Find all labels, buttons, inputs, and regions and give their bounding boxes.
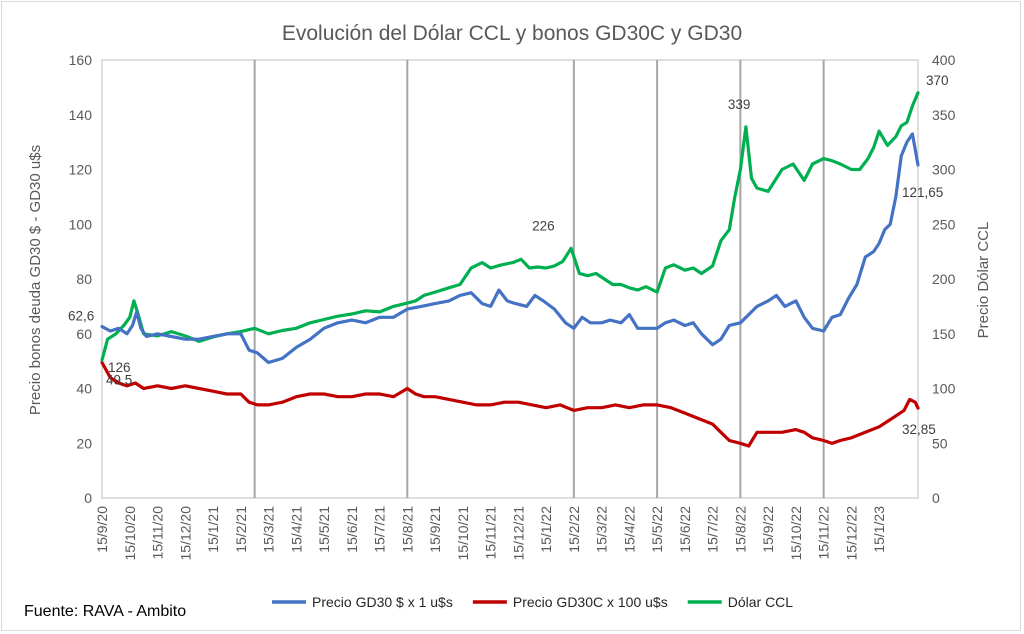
series-line-2	[100, 91, 920, 362]
right-tick-label: 350	[932, 107, 956, 123]
left-tick-label: 100	[69, 216, 93, 232]
x-tick-label: 15/10/21	[455, 506, 471, 561]
series-layer	[100, 91, 920, 448]
x-tick-label: 15/6/22	[677, 506, 693, 553]
x-tick-label: 15/12/20	[177, 506, 193, 561]
left-axis-title: Precio bonos deuda GD30 $ - GD30 u$s	[27, 145, 44, 415]
legend-label-2: Dólar CCL	[728, 594, 794, 610]
annotation-label: 32,85	[902, 422, 936, 437]
x-tick-label: 15/10/22	[788, 506, 804, 561]
x-tick-label: 15/2/22	[566, 506, 582, 553]
x-tick-label: 15/12/21	[510, 506, 526, 561]
x-tick-label: 15/4/21	[288, 506, 304, 553]
x-tick-label: 15/1/23	[871, 506, 887, 553]
right-tick-label: 400	[932, 52, 956, 68]
right-tick-label: 100	[932, 381, 956, 397]
x-tick-label: 15/1/22	[538, 506, 554, 553]
x-tick-label: 15/3/21	[261, 506, 277, 553]
annotation-label: 126	[108, 360, 131, 375]
right-axis-title: Precio Dólar CCL	[975, 222, 992, 339]
x-tick-label: 15/1/21	[205, 506, 221, 553]
left-tick-label: 160	[69, 52, 93, 68]
right-tick-label: 300	[932, 162, 956, 178]
left-tick-label: 0	[84, 490, 92, 506]
legend-label-0: Precio GD30 $ x 1 u$s	[312, 594, 453, 610]
left-tick-label: 80	[76, 271, 92, 287]
x-tick-label: 15/9/21	[427, 506, 443, 553]
x-tick-label: 15/2/21	[233, 506, 249, 553]
annotation-label: 121,65	[902, 185, 943, 200]
x-tick-label: 15/5/21	[316, 506, 332, 553]
x-tick-label: 15/9/20	[94, 506, 110, 553]
x-tick-label: 15/11/20	[150, 506, 166, 560]
right-tick-label: 200	[932, 271, 956, 287]
x-tick-label: 15/4/22	[621, 506, 637, 553]
right-tick-label: 150	[932, 326, 956, 342]
x-tick-label: 15/11/21	[483, 506, 499, 560]
x-tick-label: 15/8/22	[732, 506, 748, 553]
x-tick-label: 15/7/22	[705, 506, 721, 553]
x-tick-label: 15/12/22	[843, 506, 859, 561]
vertical-markers	[253, 60, 825, 498]
annotation-label: 49,5	[106, 372, 132, 387]
left-tick-label: 60	[76, 326, 92, 342]
plot-area	[101, 59, 919, 499]
x-tick-label: 15/7/21	[372, 506, 388, 553]
right-tick-label: 0	[932, 490, 940, 506]
plot-border	[101, 59, 919, 499]
annotation-label: 62,6	[68, 309, 94, 324]
annotation-label: 370	[926, 73, 949, 88]
x-tick-label: 15/3/22	[594, 506, 610, 553]
right-axis-ticks: 0 50 100 150 200 250 300 350 400	[932, 52, 956, 506]
source-note: Fuente: RAVA - Ambito	[24, 603, 186, 620]
left-tick-label: 40	[76, 381, 92, 397]
chart-title: Evolución del Dólar CCL y bonos GD30C y …	[282, 22, 742, 45]
annotation-label: 226	[532, 219, 555, 234]
right-tick-label: 50	[932, 435, 948, 451]
x-tick-label: 15/8/21	[399, 506, 415, 553]
left-axis-ticks: 0 20 40 60 80 100 120 140 160	[69, 52, 93, 506]
legend: Precio GD30 $ x 1 u$s Precio GD30C x 100 …	[272, 594, 793, 610]
left-tick-label: 120	[69, 162, 93, 178]
x-tick-label: 15/5/22	[649, 506, 665, 553]
x-axis-ticks: 15/9/20 15/10/20 15/11/20 15/12/20 15/1/21 15…	[94, 506, 887, 561]
right-tick-label: 250	[932, 216, 956, 232]
left-tick-label: 20	[76, 435, 92, 451]
x-tick-label: 15/10/20	[122, 506, 138, 561]
series-line-0	[100, 132, 920, 365]
left-tick-label: 140	[69, 107, 93, 123]
annotation-label: 339	[728, 97, 751, 112]
x-tick-label: 15/6/21	[344, 506, 360, 553]
x-tick-label: 15/9/22	[760, 506, 776, 553]
x-tick-label: 15/11/22	[816, 506, 832, 560]
legend-label-1: Precio GD30C x 100 u$s	[513, 594, 668, 610]
series-line-1	[100, 360, 920, 448]
